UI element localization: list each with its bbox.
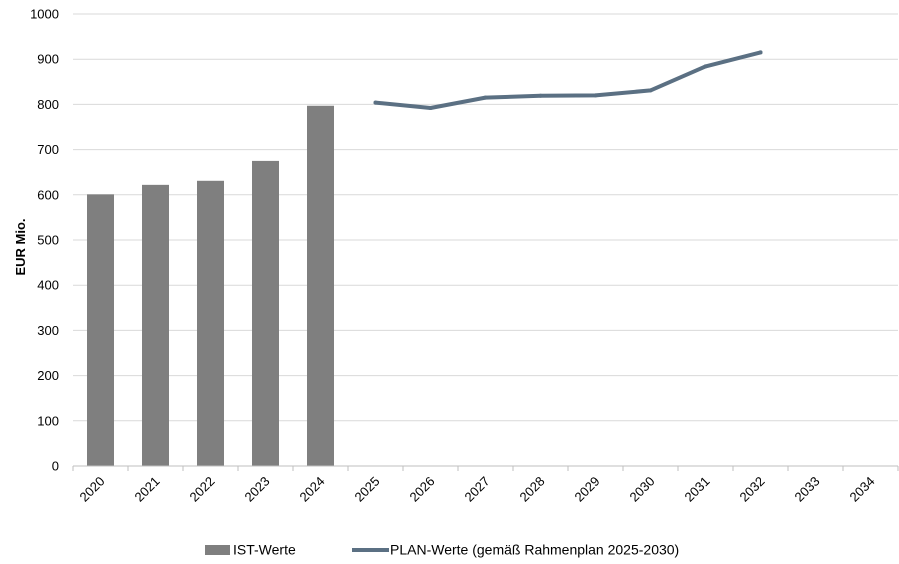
- plan-point-2027: [483, 95, 488, 100]
- y-tick-label: 200: [37, 368, 59, 383]
- x-tick-label: 2031: [682, 474, 713, 505]
- plan-point-2029: [593, 93, 598, 98]
- plan-line: [373, 50, 763, 110]
- gridlines: [73, 13, 898, 422]
- y-tick-label: 0: [52, 459, 59, 474]
- x-tick-label: 2034: [847, 474, 878, 505]
- x-tick-label: 2030: [627, 474, 658, 505]
- legend: IST-Werte PLAN-Werte (gemäß Rahmenplan 20…: [205, 542, 679, 558]
- y-axis-title: EUR Mio.: [13, 218, 28, 275]
- y-tick-label: 300: [37, 323, 59, 338]
- plan-point-2030: [648, 88, 653, 93]
- legend-swatch-ist: [205, 545, 230, 555]
- x-tick-label: 2027: [462, 474, 493, 505]
- y-tick-label: 1000: [30, 7, 59, 22]
- x-tick-label: 2032: [737, 474, 768, 505]
- x-tick-label: 2021: [132, 474, 163, 505]
- y-tick-label: 900: [37, 52, 59, 67]
- y-tick-label: 600: [37, 187, 59, 202]
- bar-2022: [197, 180, 224, 466]
- x-tick-label: 2028: [517, 474, 548, 505]
- x-tick-label: 2024: [297, 474, 328, 505]
- x-tick-label: 2020: [77, 474, 108, 505]
- x-tick-label: 2029: [572, 474, 603, 505]
- x-axis: [72, 465, 899, 471]
- legend-label-ist: IST-Werte: [233, 542, 296, 558]
- bar-2024: [307, 105, 334, 467]
- x-axis-labels: 2020 2021 2022 2023 2024 2025 2026 2027 2028 2029…: [77, 474, 878, 505]
- plan-point-2031: [703, 64, 708, 69]
- plan-line-layer: [373, 50, 763, 111]
- y-tick-label: 800: [37, 97, 59, 112]
- bar-2020: [87, 194, 114, 466]
- y-tick-label: 500: [37, 233, 59, 248]
- x-tick-label: 2022: [187, 474, 218, 505]
- y-tick-label: 100: [37, 413, 59, 428]
- x-tick-label: 2023: [242, 474, 273, 505]
- bar-2021: [142, 184, 169, 466]
- plan-point-2028: [538, 93, 543, 98]
- plan-point-2032: [758, 50, 763, 55]
- x-tick-label: 2025: [352, 474, 383, 505]
- y-tick-label: 700: [37, 142, 59, 157]
- legend-label-plan: PLAN-Werte (gemäß Rahmenplan 2025-2030): [390, 542, 679, 558]
- y-axis: 0 100 200 300 400 500 600 700 800 900 1000: [30, 7, 59, 474]
- bar-2023: [252, 160, 279, 466]
- bars: [87, 105, 334, 467]
- y-tick-label: 400: [37, 278, 59, 293]
- x-tick-label: 2026: [407, 474, 438, 505]
- x-tick-label: 2033: [792, 474, 823, 505]
- plan-point-2026: [428, 106, 433, 111]
- plan-point-2025: [373, 100, 378, 105]
